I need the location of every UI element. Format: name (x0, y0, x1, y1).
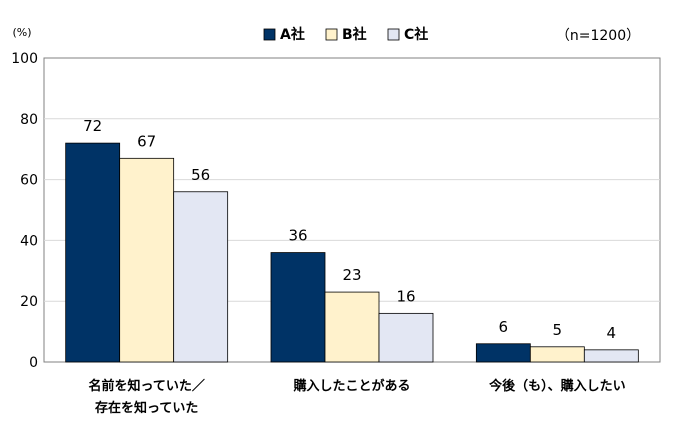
y-axis: 0 20 40 60 80 100 (11, 51, 38, 371)
bar (119, 157, 175, 363)
y-tick-label: 100 (11, 51, 38, 67)
y-tick-label: 20 (20, 294, 38, 310)
bar (270, 252, 326, 363)
bar (583, 349, 639, 363)
x-tick-label: 今後（も）、購入したい (488, 378, 626, 394)
legend: A社 B社 C社 (263, 26, 428, 43)
bar (529, 346, 585, 363)
y-tick-label: 0 (29, 355, 38, 371)
x-tick-label: 名前を知っていた／ (88, 378, 204, 394)
data-label: 6 (499, 318, 509, 336)
data-label: 36 (288, 227, 307, 245)
bar (475, 343, 531, 363)
legend-label: C社 (404, 26, 428, 43)
legend-label: A社 (280, 26, 305, 43)
legend-label: B社 (342, 26, 367, 43)
data-label: 56 (191, 166, 210, 184)
data-label: 67 (137, 132, 156, 150)
legend-swatch (263, 28, 276, 41)
y-tick-label: 60 (20, 173, 38, 189)
data-label: 16 (396, 287, 415, 305)
y-tick-label: 40 (20, 233, 38, 249)
bars (65, 142, 639, 363)
bar (378, 312, 434, 363)
legend-swatch (325, 28, 338, 41)
bar (173, 191, 229, 363)
data-label: 4 (607, 324, 617, 342)
unit-label: (%) (12, 26, 31, 39)
x-tick-label: 購入したことがある (292, 378, 410, 394)
bar (324, 291, 380, 363)
x-tick-label: 存在を知っていた (95, 400, 198, 416)
data-label: 5 (553, 321, 563, 339)
bar (65, 142, 121, 363)
x-axis: 名前を知っていた／ 存在を知っていた 購入したことがある 今後（も）、購入したい (88, 378, 625, 416)
data-label: 23 (342, 266, 361, 284)
sample-size-note: （n=1200） (556, 28, 640, 44)
y-tick-label: 80 (20, 112, 38, 128)
data-labels: 72 67 56 36 23 16 6 5 4 (83, 117, 616, 342)
data-label: 72 (83, 117, 102, 135)
legend-swatch (387, 28, 400, 41)
